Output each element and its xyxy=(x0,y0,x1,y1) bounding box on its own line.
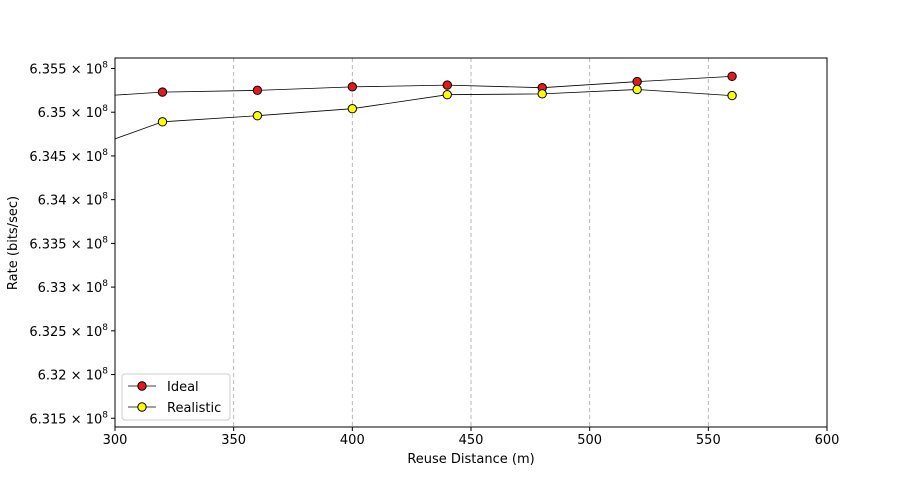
data-point-realistic xyxy=(537,89,547,99)
legend-label: Ideal xyxy=(167,380,199,395)
y-tick-label: 6.35 × 108 xyxy=(38,104,109,121)
data-point-ideal xyxy=(727,71,737,82)
data-point-realistic xyxy=(727,90,737,101)
data-point-realistic xyxy=(252,111,263,121)
x-axis-ticks: 300 350 400 450 500 550 600 xyxy=(103,427,840,448)
legend-marker xyxy=(137,381,147,391)
y-axis-label: Rate (bits/sec) xyxy=(6,196,21,290)
y-tick-label: 6.335 × 108 xyxy=(29,235,108,252)
x-tick-label: 450 xyxy=(459,433,484,448)
data-point-realistic xyxy=(347,104,358,114)
x-tick-label: 500 xyxy=(577,433,602,448)
series-layer xyxy=(115,71,737,140)
y-tick-label: 6.325 × 108 xyxy=(29,323,108,340)
legend-label: Realistic xyxy=(167,401,221,416)
y-tick-label: 6.33 × 108 xyxy=(38,279,109,296)
x-tick-label: 300 xyxy=(103,433,128,448)
data-point-ideal xyxy=(347,82,358,92)
data-point-ideal xyxy=(632,76,642,87)
x-tick-label: 350 xyxy=(221,433,246,448)
y-tick-label: 6.355 × 108 xyxy=(29,60,108,77)
data-point-realistic xyxy=(157,117,168,127)
legend-box xyxy=(121,373,231,421)
legend: Ideal Realistic xyxy=(121,373,231,421)
legend-marker xyxy=(137,402,147,412)
y-tick-label: 6.34 × 108 xyxy=(38,192,109,209)
x-tick-label: 400 xyxy=(340,433,365,448)
data-point-realistic xyxy=(632,84,642,95)
y-axis-ticks: 6.315 × 108 6.32 × 108 6.325 × 108 6.33 × 1… xyxy=(29,60,115,427)
data-point-ideal xyxy=(442,80,452,90)
series-line-ideal xyxy=(115,76,733,96)
data-point-realistic xyxy=(442,90,452,100)
grid-lines xyxy=(233,58,709,427)
x-tick-label: 550 xyxy=(696,433,721,448)
y-tick-label: 6.315 × 108 xyxy=(29,410,108,427)
series-line-realistic xyxy=(115,89,733,140)
data-point-ideal xyxy=(157,87,168,97)
x-axis-label: Reuse Distance (m) xyxy=(407,452,534,467)
data-point-ideal xyxy=(252,85,263,96)
y-tick-label: 6.32 × 108 xyxy=(38,367,109,384)
y-tick-label: 6.345 × 108 xyxy=(29,148,108,165)
x-tick-label: 600 xyxy=(815,433,840,448)
